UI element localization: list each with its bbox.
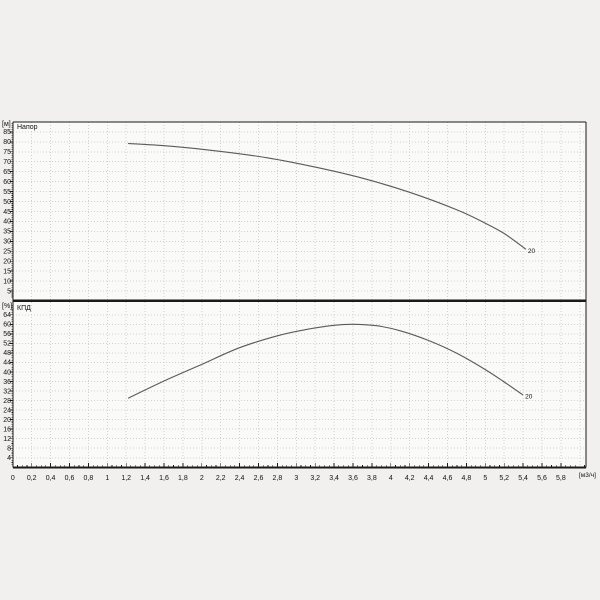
efficiency-curve bbox=[127, 323, 524, 399]
x-tick-label: 3 bbox=[294, 475, 298, 482]
efficiency-y-tick-label: 16 bbox=[3, 426, 11, 433]
x-tick-label: 1 bbox=[105, 475, 109, 482]
head-y-tick-label: 55 bbox=[3, 189, 11, 196]
head-y-tick-label: 50 bbox=[3, 199, 11, 206]
x-tick-label: 5,8 bbox=[556, 475, 566, 482]
x-tick-label: 1,8 bbox=[178, 475, 188, 482]
efficiency-y-tick-label: 4 bbox=[7, 455, 11, 462]
efficiency-chart-title: КПД bbox=[17, 305, 31, 312]
head-y-tick-label: 40 bbox=[3, 219, 11, 226]
x-tick-label: 4,4 bbox=[424, 475, 434, 482]
efficiency-y-tick-label: 24 bbox=[3, 407, 11, 414]
x-tick-label: 5,6 bbox=[537, 475, 547, 482]
head-y-tick-label: 25 bbox=[3, 249, 11, 256]
efficiency-y-tick-label: 64 bbox=[3, 312, 11, 319]
x-tick-label: 5,2 bbox=[499, 475, 509, 482]
head-y-tick-label: 5 bbox=[7, 288, 11, 295]
x-tick-label: 0,4 bbox=[46, 475, 56, 482]
x-tick-label: 2,4 bbox=[235, 475, 245, 482]
x-tick-label: 4,8 bbox=[462, 475, 472, 482]
head-curve-label: 20 bbox=[528, 248, 536, 255]
efficiency-y-tick-label: 40 bbox=[3, 369, 11, 376]
head-curve: 20 bbox=[128, 142, 536, 255]
x-tick-label: 2 bbox=[200, 475, 204, 482]
x-tick-label: 4,6 bbox=[443, 475, 453, 482]
efficiency-curve-label: 20 bbox=[525, 394, 533, 401]
efficiency-y-tick-label: 36 bbox=[3, 379, 11, 386]
efficiency-y-tick-label: 20 bbox=[3, 417, 11, 424]
head-axis-unit-label: [м] bbox=[2, 121, 11, 128]
head-y-tick-label: 20 bbox=[3, 259, 11, 266]
plot-area bbox=[13, 122, 586, 468]
head-y-tick-label: 60 bbox=[3, 179, 11, 186]
x-tick-label: 1,6 bbox=[159, 475, 169, 482]
head-y-tick-label: 75 bbox=[3, 149, 11, 156]
efficiency-axis-unit-label: [%] bbox=[2, 303, 13, 310]
x-tick-label: 3,6 bbox=[348, 475, 358, 482]
x-tick-label: 3,2 bbox=[310, 475, 320, 482]
x-axis-ticks: 0 0,2 0,4 0,6 0,8 1 1,2 1,4 1,6 1,8 2 2,2 2,4 2,6 2,8 3… bbox=[11, 463, 585, 482]
efficiency-y-tick-label: 44 bbox=[3, 360, 11, 367]
head-y-tick-label: 15 bbox=[3, 268, 11, 275]
x-tick-label: 4,2 bbox=[405, 475, 415, 482]
x-tick-label: 0 bbox=[11, 475, 15, 482]
efficiency-curve: 20 bbox=[127, 323, 533, 401]
x-tick-label: 2,8 bbox=[273, 475, 283, 482]
x-tick-label: 0,2 bbox=[27, 475, 37, 482]
head-y-tick-label: 85 bbox=[3, 129, 11, 136]
x-tick-label: 1,4 bbox=[140, 475, 150, 482]
head-y-tick-label: 30 bbox=[3, 239, 11, 246]
x-tick-label: 0,6 bbox=[65, 475, 75, 482]
x-tick-label: 5 bbox=[483, 475, 487, 482]
x-tick-label: 2,6 bbox=[254, 475, 264, 482]
head-y-axis-ticks: 5 10 15 20 25 30 35 40 45 50 55 60 65 70 75 80 85 bbox=[3, 123, 13, 298]
head-y-tick-label: 10 bbox=[3, 278, 11, 285]
head-y-tick-label: 70 bbox=[3, 159, 11, 166]
x-tick-label: 4 bbox=[389, 475, 393, 482]
x-tick-label: 1,2 bbox=[121, 475, 131, 482]
efficiency-y-tick-label: 8 bbox=[7, 446, 11, 453]
efficiency-y-tick-label: 48 bbox=[3, 350, 11, 357]
gridlines bbox=[13, 122, 586, 468]
head-curve bbox=[128, 142, 527, 250]
efficiency-y-tick-label: 12 bbox=[3, 436, 11, 443]
x-tick-label: 0,8 bbox=[84, 475, 94, 482]
efficiency-y-tick-label: 56 bbox=[3, 331, 11, 338]
efficiency-y-tick-label: 60 bbox=[3, 322, 11, 329]
efficiency-y-tick-label: 32 bbox=[3, 388, 11, 395]
head-y-tick-label: 45 bbox=[3, 209, 11, 216]
x-tick-label: 2,2 bbox=[216, 475, 226, 482]
efficiency-y-tick-label: 28 bbox=[3, 398, 11, 405]
head-y-tick-label: 35 bbox=[3, 229, 11, 236]
head-y-tick-label: 80 bbox=[3, 139, 11, 146]
efficiency-y-tick-label: 52 bbox=[3, 341, 11, 348]
x-tick-label: 3,8 bbox=[367, 475, 377, 482]
flow-axis-unit-label: [м3/ч] bbox=[579, 472, 596, 479]
head-y-tick-label: 65 bbox=[3, 169, 11, 176]
x-tick-label: 5,4 bbox=[518, 475, 528, 482]
head-chart-title: Напор bbox=[17, 124, 38, 131]
x-tick-label: 3,4 bbox=[329, 475, 339, 482]
